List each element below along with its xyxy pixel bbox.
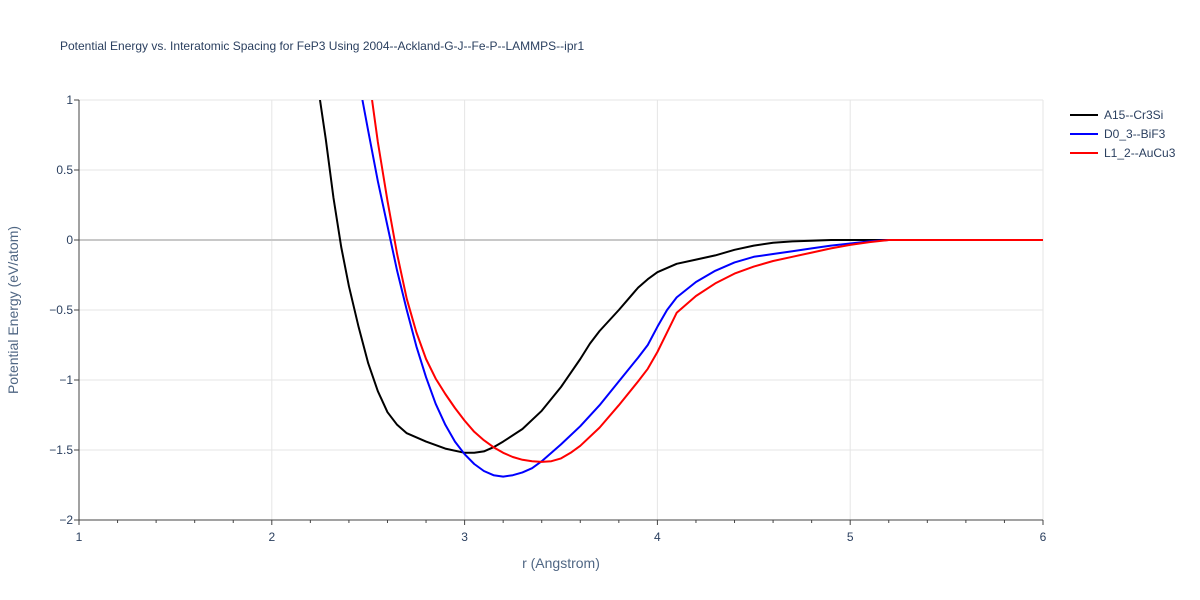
x-tick-label: 1 [76, 530, 83, 544]
legend-label: L1_2--AuCu3 [1104, 146, 1176, 160]
x-tick-label: 2 [268, 530, 275, 544]
chart-title: Potential Energy vs. Interatomic Spacing… [60, 39, 585, 53]
series-line-1 [361, 100, 1043, 478]
plot-lines [319, 100, 1043, 478]
series-line-2 [371, 100, 1043, 463]
axes [74, 99, 1044, 525]
x-tick-label: 3 [461, 530, 468, 544]
grid [79, 99, 1044, 520]
y-axis-title: Potential Energy (eV/atom) [5, 226, 21, 394]
y-tick-label: −0.5 [49, 303, 73, 317]
y-tick-labels: −2 −1.5 −1 −0.5 0 0.5 1 [49, 93, 73, 527]
y-tick-label: 1 [66, 93, 73, 107]
legend: A15--Cr3Si D0_3--BiF3 L1_2--AuCu3 [1070, 108, 1176, 160]
y-tick-label: 0.5 [56, 163, 73, 177]
y-tick-label: −2 [59, 513, 73, 527]
x-tick-labels: 1 2 3 4 5 6 [76, 530, 1047, 544]
x-tick-label: 4 [654, 530, 661, 544]
legend-label: D0_3--BiF3 [1104, 127, 1166, 141]
y-tick-label: −1 [59, 373, 73, 387]
y-tick-label: −1.5 [49, 443, 73, 457]
series-line-0 [319, 100, 1043, 454]
y-tick-label: 0 [66, 233, 73, 247]
legend-label: A15--Cr3Si [1104, 108, 1163, 122]
x-axis-title: r (Angstrom) [522, 555, 600, 571]
x-tick-label: 5 [847, 530, 854, 544]
x-tick-label: 6 [1040, 530, 1047, 544]
